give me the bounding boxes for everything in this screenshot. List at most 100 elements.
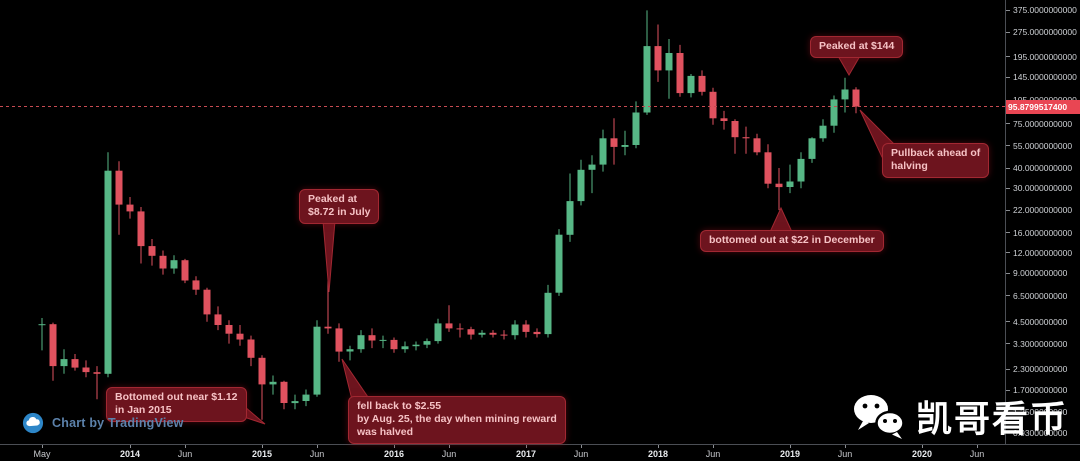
- candle-2016-12: [511, 320, 519, 340]
- price-tick-75: 75.0000000000: [1006, 119, 1072, 129]
- time-label-Jun: Jun: [837, 449, 853, 459]
- time-label-Jun: Jun: [705, 449, 721, 459]
- candle-2018-11: [764, 144, 772, 189]
- candle-2019-01: [786, 164, 794, 194]
- time-axis[interactable]: May 2014 Jun 2015 Jun 2016 Jun 2017 Jun 2018 Jun 20…: [0, 444, 1080, 461]
- candle-2015-09: [346, 345, 354, 361]
- candle-2017-05: [566, 173, 574, 242]
- annotation-text: $8.72 in July: [308, 206, 371, 219]
- candle-2014-06: [181, 258, 189, 284]
- candle-2018-03: [676, 44, 684, 97]
- time-tick-mark: [845, 445, 846, 448]
- tick-mark: [1006, 232, 1010, 233]
- candle-2015-03: [280, 380, 288, 410]
- candle-2015-12: [379, 335, 387, 349]
- tick-mark: [1006, 31, 1010, 33]
- annotation-bottomed-22[interactable]: bottomed out at $22 in December: [700, 230, 884, 253]
- time-tick-mark: [713, 445, 714, 448]
- time-tick-mark: [262, 445, 263, 448]
- time-tick-mark: [317, 445, 318, 448]
- candle-2015-11: [368, 328, 376, 349]
- time-tick-mark: [130, 445, 131, 448]
- time-label-Jun: Jun: [309, 449, 325, 459]
- time-label-2014: 2014: [119, 449, 141, 459]
- candlestick-series: [0, 10, 1005, 420]
- time-tick-mark: [922, 445, 923, 448]
- tradingview-logo-icon: [22, 412, 44, 434]
- candle-2019-05: [830, 95, 838, 133]
- price-tick-2.3: 2.3000000000: [1006, 364, 1067, 374]
- candle-2013-05: [38, 318, 46, 351]
- candle-2019-06: [841, 77, 849, 113]
- annotation-text: Bottomed out near $1.12: [115, 391, 238, 403]
- tick-mark: [1006, 295, 1010, 297]
- price-tick-12: 12.0000000000: [1006, 248, 1072, 258]
- price-tick-1.25: 1.2500000000: [1006, 407, 1067, 417]
- price-tick-label: 4.5000000000: [1013, 316, 1068, 327]
- price-tick-label: 9.0000000000: [1013, 268, 1068, 278]
- candle-2017-03: [544, 284, 552, 338]
- candle-2013-08: [71, 354, 79, 371]
- price-tick-label: 375.0000000000: [1013, 5, 1077, 16]
- candle-2014-11: [236, 325, 244, 346]
- annotation-text: was halved: [357, 426, 414, 439]
- candle-2018-02: [665, 39, 673, 99]
- time-tick-mark: [790, 445, 791, 448]
- candle-2016-03: [412, 341, 420, 351]
- candle-2016-07: [456, 323, 464, 338]
- price-tick-label: 195.0000000000: [1013, 51, 1077, 62]
- tick-mark: [1006, 272, 1010, 274]
- annotation-text: Peaked at: [308, 193, 358, 205]
- candle-2013-06: [49, 322, 57, 381]
- candle-2015-10: [357, 330, 365, 353]
- price-tick-label: 145.0000000000: [1013, 72, 1077, 83]
- candle-2017-12: [643, 10, 651, 115]
- annotation-peaked-8-72[interactable]: Peaked at $8.72 in July: [299, 189, 380, 225]
- price-tick-label: 1.2500000000: [1013, 407, 1068, 417]
- tradingview-attribution-link[interactable]: Chart by TradingView: [22, 412, 184, 434]
- current-price-label: 95.8799517400: [1006, 99, 1080, 114]
- annotation-text: in Jan 2015: [115, 404, 172, 417]
- candle-2014-09: [214, 306, 222, 331]
- candle-2013-07: [60, 349, 68, 374]
- tick-mark: [1006, 9, 1010, 11]
- candle-2015-06: [313, 320, 321, 397]
- time-label-Jun: Jun: [969, 449, 985, 459]
- tick-mark: [1006, 167, 1010, 169]
- candle-2014-01: [126, 197, 134, 219]
- time-label-2019: 2019: [779, 449, 801, 459]
- wechat-channel-name: 凯哥看币: [915, 399, 1068, 440]
- time-tick-mark: [581, 445, 582, 448]
- price-tick-label: 75.0000000000: [1013, 118, 1073, 129]
- price-chart-canvas[interactable]: Peaked at $144 Pullback ahead of halving…: [0, 0, 1005, 445]
- time-label-2015: 2015: [251, 449, 273, 459]
- candle-2018-06: [709, 87, 717, 125]
- price-tick-label: 3.3000000000: [1013, 338, 1068, 349]
- annotation-pointer: [837, 55, 861, 76]
- candle-2014-10: [225, 320, 233, 344]
- price-tick-label: 275.0000000000: [1013, 27, 1077, 38]
- price-axis[interactable]: 375.0000000000 275.0000000000 195.00000000…: [1005, 0, 1080, 444]
- tick-mark: [1006, 252, 1010, 254]
- wechat-channel-watermark: 凯哥看币: [852, 390, 1068, 442]
- candle-2017-09: [610, 118, 618, 165]
- price-tick-6.5: 6.5000000000: [1006, 291, 1067, 301]
- annotation-fell-back-2-55[interactable]: fell back to $2.55 by Aug. 25, the day w…: [348, 396, 566, 445]
- time-label-2020: 2020: [911, 449, 933, 459]
- candle-2019-03: [808, 137, 816, 163]
- time-tick-mark: [185, 445, 186, 448]
- candle-2013-09: [82, 360, 90, 378]
- candle-2014-05: [170, 255, 178, 274]
- candle-2016-09: [478, 330, 486, 338]
- time-tick-mark: [394, 445, 395, 448]
- annotation-text: Peaked at $144: [819, 40, 895, 52]
- price-tick-30: 30.0000000000: [1006, 183, 1072, 193]
- annotation-bottomed-1-12[interactable]: Bottomed out near $1.12 in Jan 2015: [106, 387, 247, 423]
- price-tick-3.3: 3.3000000000: [1006, 339, 1067, 349]
- annotation-pullback-halving[interactable]: Pullback ahead of halving: [882, 143, 990, 179]
- candle-2018-01: [654, 24, 662, 82]
- annotation-text: by Aug. 25, the day when mining reward: [357, 413, 557, 426]
- candle-2015-01: [258, 355, 266, 420]
- tick-mark: [1006, 209, 1010, 211]
- annotation-peaked-144[interactable]: Peaked at $144: [810, 36, 904, 59]
